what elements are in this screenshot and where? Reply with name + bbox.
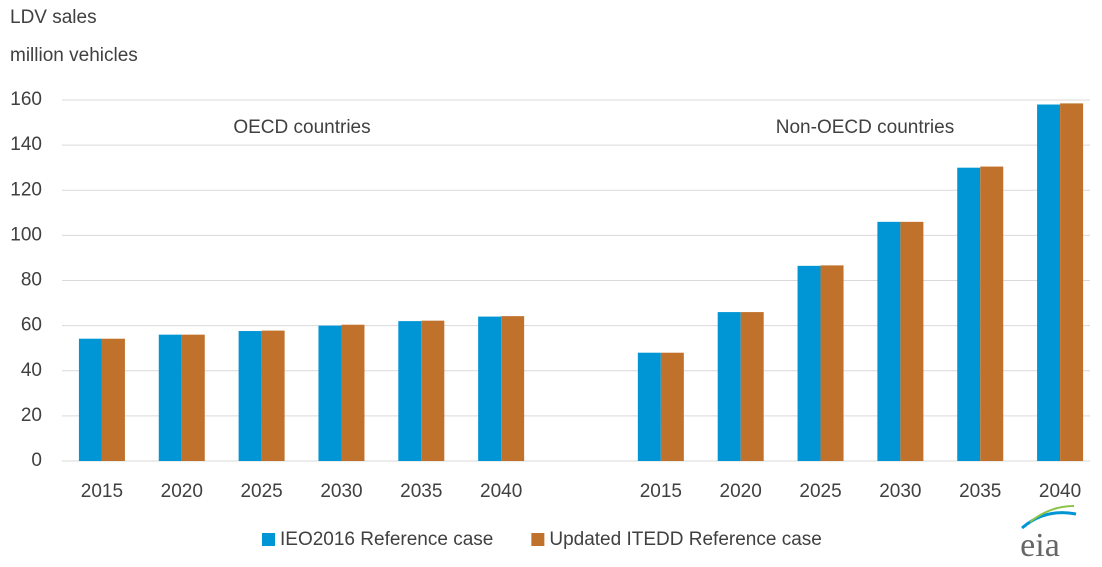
bar [398, 321, 422, 461]
x-tick-label: 2020 [720, 481, 762, 502]
x-tick-label: 2030 [320, 481, 362, 502]
annotation: OECD countries [233, 117, 370, 138]
y-tick-label: 160 [10, 89, 42, 110]
bar [261, 330, 285, 461]
y-axis-label: million vehicles [10, 45, 138, 66]
bar [957, 167, 981, 461]
logo-swoosh [1029, 505, 1075, 523]
x-tick-label: 2015 [81, 481, 123, 502]
x-tick-label: 2020 [161, 481, 203, 502]
x-tick-label: 2035 [959, 481, 1001, 502]
logo: eia [1020, 527, 1060, 564]
y-tick-label: 20 [21, 405, 42, 426]
bar [900, 221, 924, 461]
x-tick-label: 2040 [1039, 481, 1081, 502]
logo-swoosh [1021, 511, 1077, 530]
bar [820, 265, 844, 461]
bar [1060, 103, 1084, 462]
annotation: Non-OECD countries [776, 117, 954, 138]
bar [660, 352, 684, 461]
x-tick-label: 2025 [240, 481, 282, 502]
bar [980, 166, 1004, 461]
bar [421, 320, 445, 461]
y-tick-label: 100 [10, 224, 42, 245]
chart-title: LDV sales [10, 7, 97, 28]
y-tick-label: 0 [31, 450, 42, 471]
legend-label: Updated ITEDD Reference case [549, 529, 821, 550]
bar [1037, 104, 1061, 461]
bar [501, 316, 525, 461]
y-tick-label: 80 [21, 270, 42, 291]
bar [318, 325, 342, 461]
bar [478, 316, 502, 461]
bar [717, 312, 741, 461]
y-tick-label: 60 [21, 315, 42, 336]
x-tick-label: 2025 [799, 481, 841, 502]
y-tick-label: 120 [10, 179, 42, 200]
y-tick-label: 40 [21, 360, 42, 381]
legend-swatch [531, 533, 545, 546]
bar [740, 312, 764, 461]
bar [341, 324, 365, 461]
bar [78, 338, 102, 461]
bar [637, 352, 661, 461]
bar [101, 338, 125, 461]
bar [158, 334, 182, 461]
x-tick-label: 2040 [480, 481, 522, 502]
legend-label: IEO2016 Reference case [280, 529, 493, 550]
bar [181, 334, 205, 461]
x-tick-label: 2030 [879, 481, 921, 502]
bar [238, 331, 262, 461]
bar [877, 221, 901, 461]
x-tick-label: 2015 [640, 481, 682, 502]
legend-swatch [262, 533, 275, 546]
bar [797, 265, 821, 461]
x-tick-label: 2035 [400, 481, 442, 502]
y-tick-label: 140 [10, 134, 42, 155]
